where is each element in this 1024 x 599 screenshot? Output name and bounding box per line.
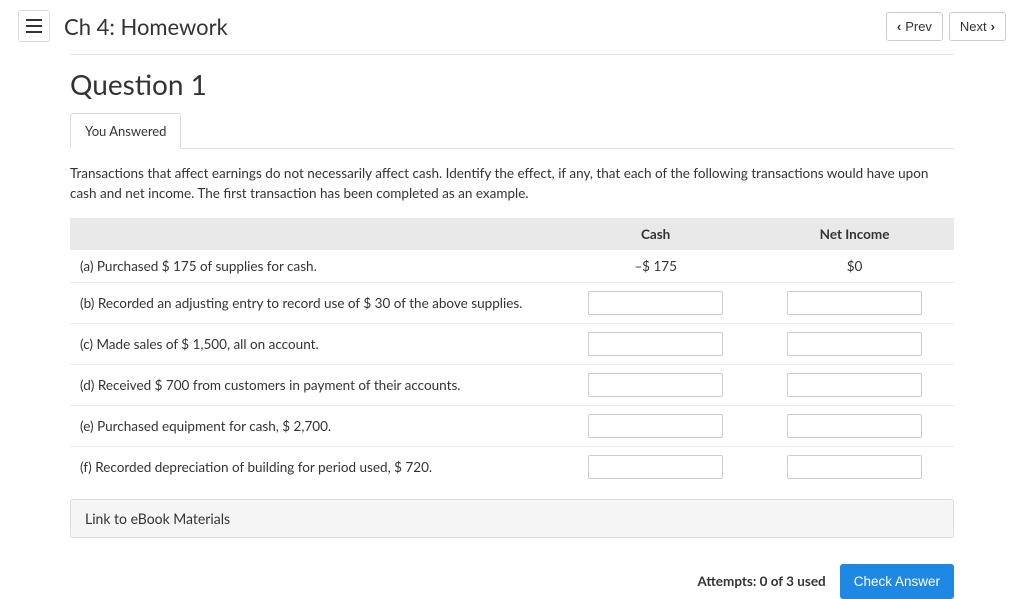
table-row: (d) Received $ 700 from customers in pay… — [70, 364, 954, 405]
row-label: (b) Recorded an adjusting entry to recor… — [70, 282, 556, 323]
menu-button[interactable] — [18, 10, 50, 42]
tab-you-answered[interactable]: You Answered — [70, 113, 181, 149]
col-cash-header: Cash — [556, 218, 755, 250]
divider — [70, 54, 954, 55]
table-row: (c) Made sales of $ 1,500, all on accoun… — [70, 323, 954, 364]
row-label: (c) Made sales of $ 1,500, all on accoun… — [70, 323, 556, 364]
netincome-cell — [755, 405, 954, 446]
netincome-input[interactable] — [787, 291, 922, 315]
netincome-cell: $0 — [755, 250, 954, 283]
table-row: (f) Recorded depreciation of building fo… — [70, 446, 954, 487]
chevron-left-icon: ‹ — [897, 19, 901, 34]
next-label: Next — [960, 19, 987, 34]
table-row: (a) Purchased $ 175 of supplies for cash… — [70, 250, 954, 283]
cash-input[interactable] — [588, 332, 723, 356]
next-button[interactable]: Next › — [949, 12, 1006, 41]
netincome-cell — [755, 282, 954, 323]
prev-button[interactable]: ‹ Prev — [886, 12, 943, 41]
row-label: (a) Purchased $ 175 of supplies for cash… — [70, 250, 556, 283]
table-row: (b) Recorded an adjusting entry to recor… — [70, 282, 954, 323]
row-label: (e) Purchased equipment for cash, $ 2,70… — [70, 405, 556, 446]
netincome-cell — [755, 446, 954, 487]
netincome-input[interactable] — [787, 455, 922, 479]
hamburger-icon — [26, 19, 42, 21]
cash-cell: –$ 175 — [556, 250, 755, 283]
cash-cell — [556, 446, 755, 487]
ebook-link[interactable]: Link to eBook Materials — [70, 499, 954, 538]
row-label: (f) Recorded depreciation of building fo… — [70, 446, 556, 487]
check-answer-button[interactable]: Check Answer — [840, 564, 954, 599]
attempts-text: Attempts: 0 of 3 used — [697, 573, 825, 589]
table-row: (e) Purchased equipment for cash, $ 2,70… — [70, 405, 954, 446]
cash-input[interactable] — [588, 455, 723, 479]
netincome-input[interactable] — [787, 373, 922, 397]
chapter-title: Ch 4: Homework — [64, 13, 228, 40]
cash-cell — [556, 364, 755, 405]
netincome-cell — [755, 364, 954, 405]
cash-cell — [556, 323, 755, 364]
tab-bar: You Answered — [70, 113, 954, 149]
netincome-cell — [755, 323, 954, 364]
row-label: (d) Received $ 700 from customers in pay… — [70, 364, 556, 405]
cash-input[interactable] — [588, 414, 723, 438]
cash-input[interactable] — [588, 373, 723, 397]
question-title: Question 1 — [70, 67, 954, 101]
transactions-table: Cash Net Income (a) Purchased $ 175 of s… — [70, 218, 954, 487]
col-desc-header — [70, 218, 556, 250]
netincome-input[interactable] — [787, 414, 922, 438]
cash-cell — [556, 282, 755, 323]
prev-label: Prev — [905, 19, 932, 34]
cash-cell — [556, 405, 755, 446]
chevron-right-icon: › — [991, 19, 995, 34]
col-netincome-header: Net Income — [755, 218, 954, 250]
cash-input[interactable] — [588, 291, 723, 315]
netincome-input[interactable] — [787, 332, 922, 356]
question-prompt: Transactions that affect earnings do not… — [70, 163, 954, 204]
